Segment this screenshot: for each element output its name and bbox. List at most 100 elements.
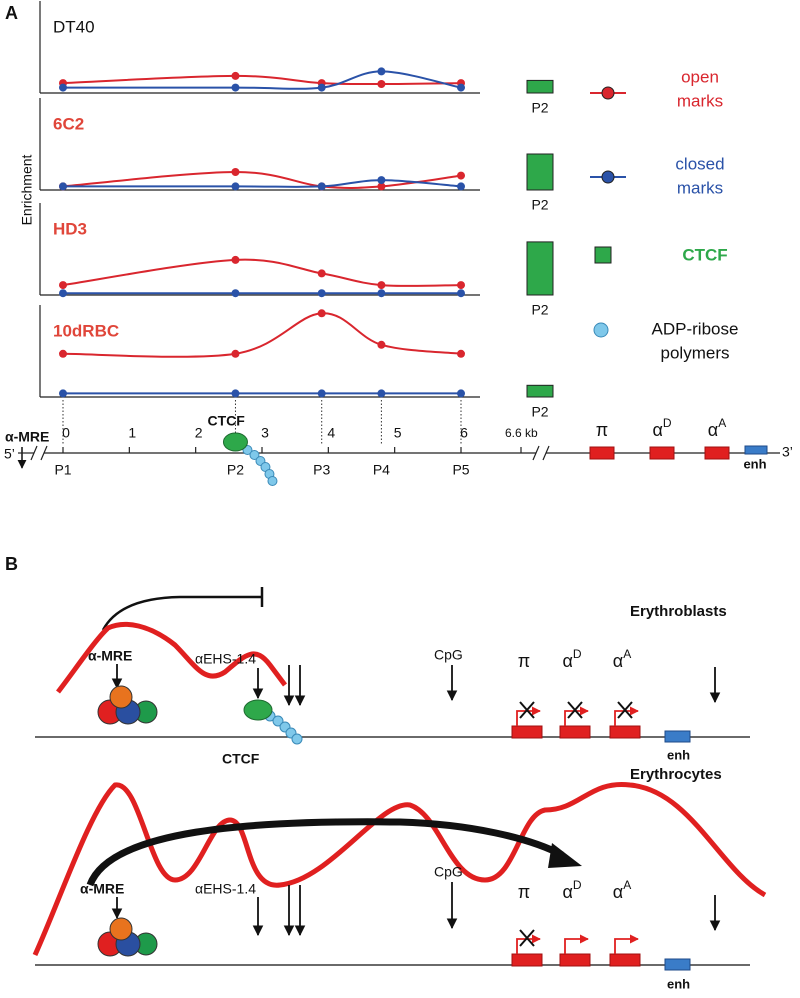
gene — [609, 725, 641, 739]
point — [457, 289, 465, 298]
genes: π αD αA — [511, 878, 641, 967]
tss — [564, 706, 589, 726]
tick-label: 5 — [394, 425, 402, 441]
gene-label: π — [518, 651, 530, 671]
cpg-label: CpG — [434, 864, 463, 880]
point — [231, 255, 240, 264]
protein — [109, 685, 133, 709]
protein — [109, 917, 133, 941]
gene — [704, 446, 730, 460]
tick-label: 6 — [460, 425, 468, 441]
legend-label: ADP-ribose — [652, 319, 739, 338]
gene-name: α — [562, 882, 572, 902]
series-line — [62, 258, 462, 287]
repression — [101, 595, 262, 631]
point — [317, 289, 326, 298]
site-label: P3 — [313, 462, 330, 478]
arrowhead — [548, 843, 582, 868]
chromatin — [32, 781, 767, 957]
point — [457, 83, 465, 92]
point — [59, 389, 67, 398]
legend-label: CTCF — [682, 245, 727, 264]
bar — [526, 153, 554, 191]
gene-label: αD — [562, 647, 581, 671]
legend-swatch — [594, 246, 612, 264]
legend-label: marks — [677, 91, 723, 110]
tss — [564, 934, 589, 954]
legend-label: open — [681, 67, 719, 86]
point — [231, 71, 240, 80]
point — [231, 83, 240, 92]
gene-label: αA — [613, 647, 631, 671]
gene-name: α — [708, 420, 718, 440]
gene — [589, 446, 615, 460]
enh-label: enh — [667, 976, 690, 991]
state-title: Erythrocytes — [630, 766, 722, 783]
point — [377, 176, 386, 185]
tick-label: 0 — [62, 425, 70, 441]
silenced — [519, 701, 535, 719]
bar-label: P2 — [531, 197, 548, 213]
chart-title: DT40 — [53, 17, 95, 36]
point — [231, 389, 240, 398]
gene-sup: A — [623, 878, 631, 892]
point — [317, 309, 326, 318]
tss — [614, 706, 639, 726]
gene-name: π — [518, 651, 530, 671]
point — [457, 281, 465, 290]
point — [231, 349, 240, 358]
point — [231, 168, 240, 176]
erythroblasts: Erythroblasts α-MRE αEHS-1.4 CTCF CpG en… — [35, 587, 750, 767]
bar-label: P2 — [531, 302, 548, 318]
adp-beads — [264, 710, 303, 745]
series-line — [63, 70, 462, 90]
gene-name: α — [613, 651, 623, 671]
point — [377, 289, 386, 298]
panel-label: A — [5, 3, 18, 23]
gene-name: π — [518, 882, 530, 902]
end-label: 6.6 kb — [505, 426, 538, 440]
gene-sup: A — [718, 416, 726, 430]
tss — [516, 706, 541, 726]
series-line — [62, 170, 462, 189]
gene-name: α — [562, 651, 572, 671]
point — [317, 269, 326, 278]
mre-label: α-MRE — [88, 648, 132, 664]
gene-label: αD — [652, 416, 671, 440]
bar-label: P2 — [531, 100, 548, 116]
silenced — [519, 929, 535, 947]
series-line — [62, 312, 462, 358]
chart-title: 6C2 — [53, 114, 84, 133]
point — [457, 171, 465, 180]
legend-dot — [601, 170, 615, 184]
point — [317, 182, 326, 191]
mre-label: α-MRE — [5, 429, 49, 445]
point — [317, 83, 326, 92]
ctcf-label: CTCF — [222, 751, 260, 767]
erythrocytes: Erythrocytes α-MRE αEHS-1.4 CpG enh π αD α… — [32, 766, 767, 991]
gene — [649, 446, 675, 460]
adp-bead — [249, 450, 260, 460]
enhancer — [664, 958, 691, 971]
enh-label: enh — [667, 747, 690, 762]
bar — [526, 241, 554, 296]
bar — [526, 79, 554, 94]
ctcf — [222, 432, 248, 452]
ehs-label: αEHS-1.4 — [195, 651, 256, 667]
site-label: P2 — [227, 462, 244, 478]
silenced — [567, 701, 583, 719]
bar-label: P2 — [531, 404, 548, 420]
tick-label: 2 — [195, 425, 203, 441]
series-line — [62, 74, 462, 86]
mre-label: α-MRE — [80, 881, 124, 897]
gene-label: π — [596, 420, 608, 440]
legend-dot — [601, 86, 615, 100]
point — [377, 281, 386, 290]
bar — [526, 384, 554, 398]
end-label: 5’ — [4, 446, 15, 462]
y-axis-label: Enrichment — [19, 154, 35, 225]
legend: open marks closed marks CTCF ADP-ribose … — [590, 67, 738, 362]
chart-title: 10dRBC — [53, 321, 119, 340]
chart-title: HD3 — [53, 219, 87, 238]
